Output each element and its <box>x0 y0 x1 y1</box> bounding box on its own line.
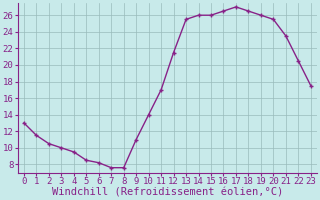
X-axis label: Windchill (Refroidissement éolien,°C): Windchill (Refroidissement éolien,°C) <box>52 187 283 197</box>
